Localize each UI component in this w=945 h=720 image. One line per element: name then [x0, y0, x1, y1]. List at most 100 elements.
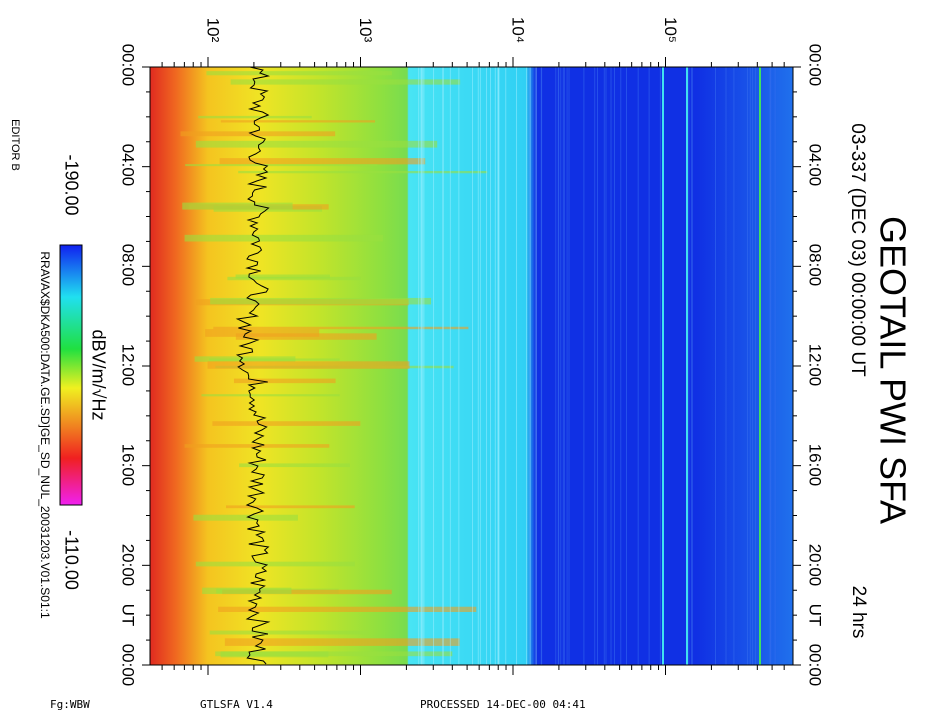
streak	[603, 67, 605, 665]
time-label-left: 04:00	[119, 144, 138, 187]
trace	[235, 66, 271, 665]
frequency-label: 10³	[356, 18, 375, 43]
streak	[222, 589, 392, 595]
streak	[560, 67, 562, 665]
time-label-right: 00:00	[806, 44, 825, 87]
file-path: RRAVAX$DKA500:DATA.GE.SD]GE_SD_NUL_20031…	[38, 251, 52, 619]
streak	[182, 202, 293, 210]
streak	[516, 67, 518, 665]
streak	[562, 67, 564, 665]
spectrogram-texture	[180, 66, 776, 665]
streak	[201, 394, 340, 397]
streak	[566, 67, 568, 665]
frequency-label: 10⁵	[661, 17, 680, 43]
streak	[749, 67, 751, 665]
streak	[422, 67, 424, 665]
colorbar	[59, 244, 83, 506]
streak	[752, 67, 754, 665]
streak	[688, 67, 690, 665]
streak	[769, 67, 771, 665]
streak	[498, 67, 500, 665]
streak	[594, 67, 596, 665]
frequency-label: 10⁴	[509, 17, 528, 43]
streak	[529, 67, 531, 665]
streak	[198, 115, 312, 119]
axis-ticks	[142, 57, 801, 675]
subtitle: 03-337 (DEC 03) 00:00:00 UT	[847, 123, 868, 377]
time-label-left: 08:00	[119, 244, 138, 287]
time-label-right: 12:00	[806, 344, 825, 387]
streak	[185, 164, 378, 167]
streak	[233, 378, 336, 384]
time-label-right: 04:00	[806, 144, 825, 187]
streak	[212, 421, 361, 426]
streak	[489, 67, 491, 665]
streak	[625, 67, 627, 665]
time-span: 24 hrs	[848, 586, 869, 639]
time-label-right: 20:00	[806, 544, 825, 587]
streak	[207, 361, 410, 369]
streak	[235, 274, 330, 279]
streak	[691, 67, 693, 665]
streak	[714, 67, 716, 665]
streak	[195, 140, 438, 148]
streak	[239, 463, 350, 468]
streak	[184, 444, 330, 448]
time-label-left: 16:00	[119, 444, 138, 487]
streak	[420, 67, 422, 665]
streak	[659, 67, 661, 665]
streak	[637, 67, 639, 665]
streak	[209, 358, 340, 361]
time-label-right: 08:00	[806, 244, 825, 287]
streak	[209, 630, 369, 635]
streak	[220, 120, 376, 123]
time-label-left: 12:00	[119, 344, 138, 387]
time-label-right: 16:00	[806, 444, 825, 487]
footer-program: GTLSFA V1.4	[200, 698, 273, 711]
streak	[224, 638, 460, 646]
streak	[418, 67, 420, 665]
time-label-right: UT	[806, 604, 825, 627]
streak	[774, 67, 776, 665]
time-label-right: 00:00	[806, 644, 825, 687]
streak	[471, 67, 473, 665]
streak	[235, 333, 377, 340]
streak	[449, 67, 451, 665]
streak	[613, 67, 615, 665]
time-label-left: 00:00	[119, 44, 138, 87]
time-label-left: UT	[119, 604, 138, 627]
streak	[526, 67, 528, 665]
streak	[230, 79, 461, 85]
streak	[494, 67, 496, 665]
streak	[479, 67, 481, 665]
streak	[213, 326, 469, 330]
streak	[442, 67, 444, 665]
streak	[193, 514, 298, 521]
streak	[610, 67, 612, 665]
streak	[227, 276, 361, 281]
streak	[497, 67, 499, 665]
frequency-label: 10²	[204, 18, 223, 43]
colorbar-unit: dBV/m/√Hz	[88, 330, 108, 421]
streak	[423, 67, 425, 665]
streak	[770, 67, 772, 665]
streak	[477, 67, 479, 665]
title: GEOTAIL PWI SFA	[872, 216, 913, 524]
streak	[541, 67, 543, 665]
streak	[458, 67, 460, 665]
streak	[535, 67, 537, 665]
streak	[733, 67, 735, 665]
time-label-left: 20:00	[119, 544, 138, 587]
streak	[583, 67, 585, 665]
streak	[180, 131, 336, 137]
streak	[486, 67, 488, 665]
streak	[505, 67, 507, 665]
streak	[219, 158, 426, 165]
streak	[220, 651, 329, 658]
streak	[421, 67, 423, 665]
streak	[218, 606, 477, 612]
streak	[648, 67, 650, 665]
streak	[184, 234, 383, 242]
streak	[225, 505, 355, 509]
